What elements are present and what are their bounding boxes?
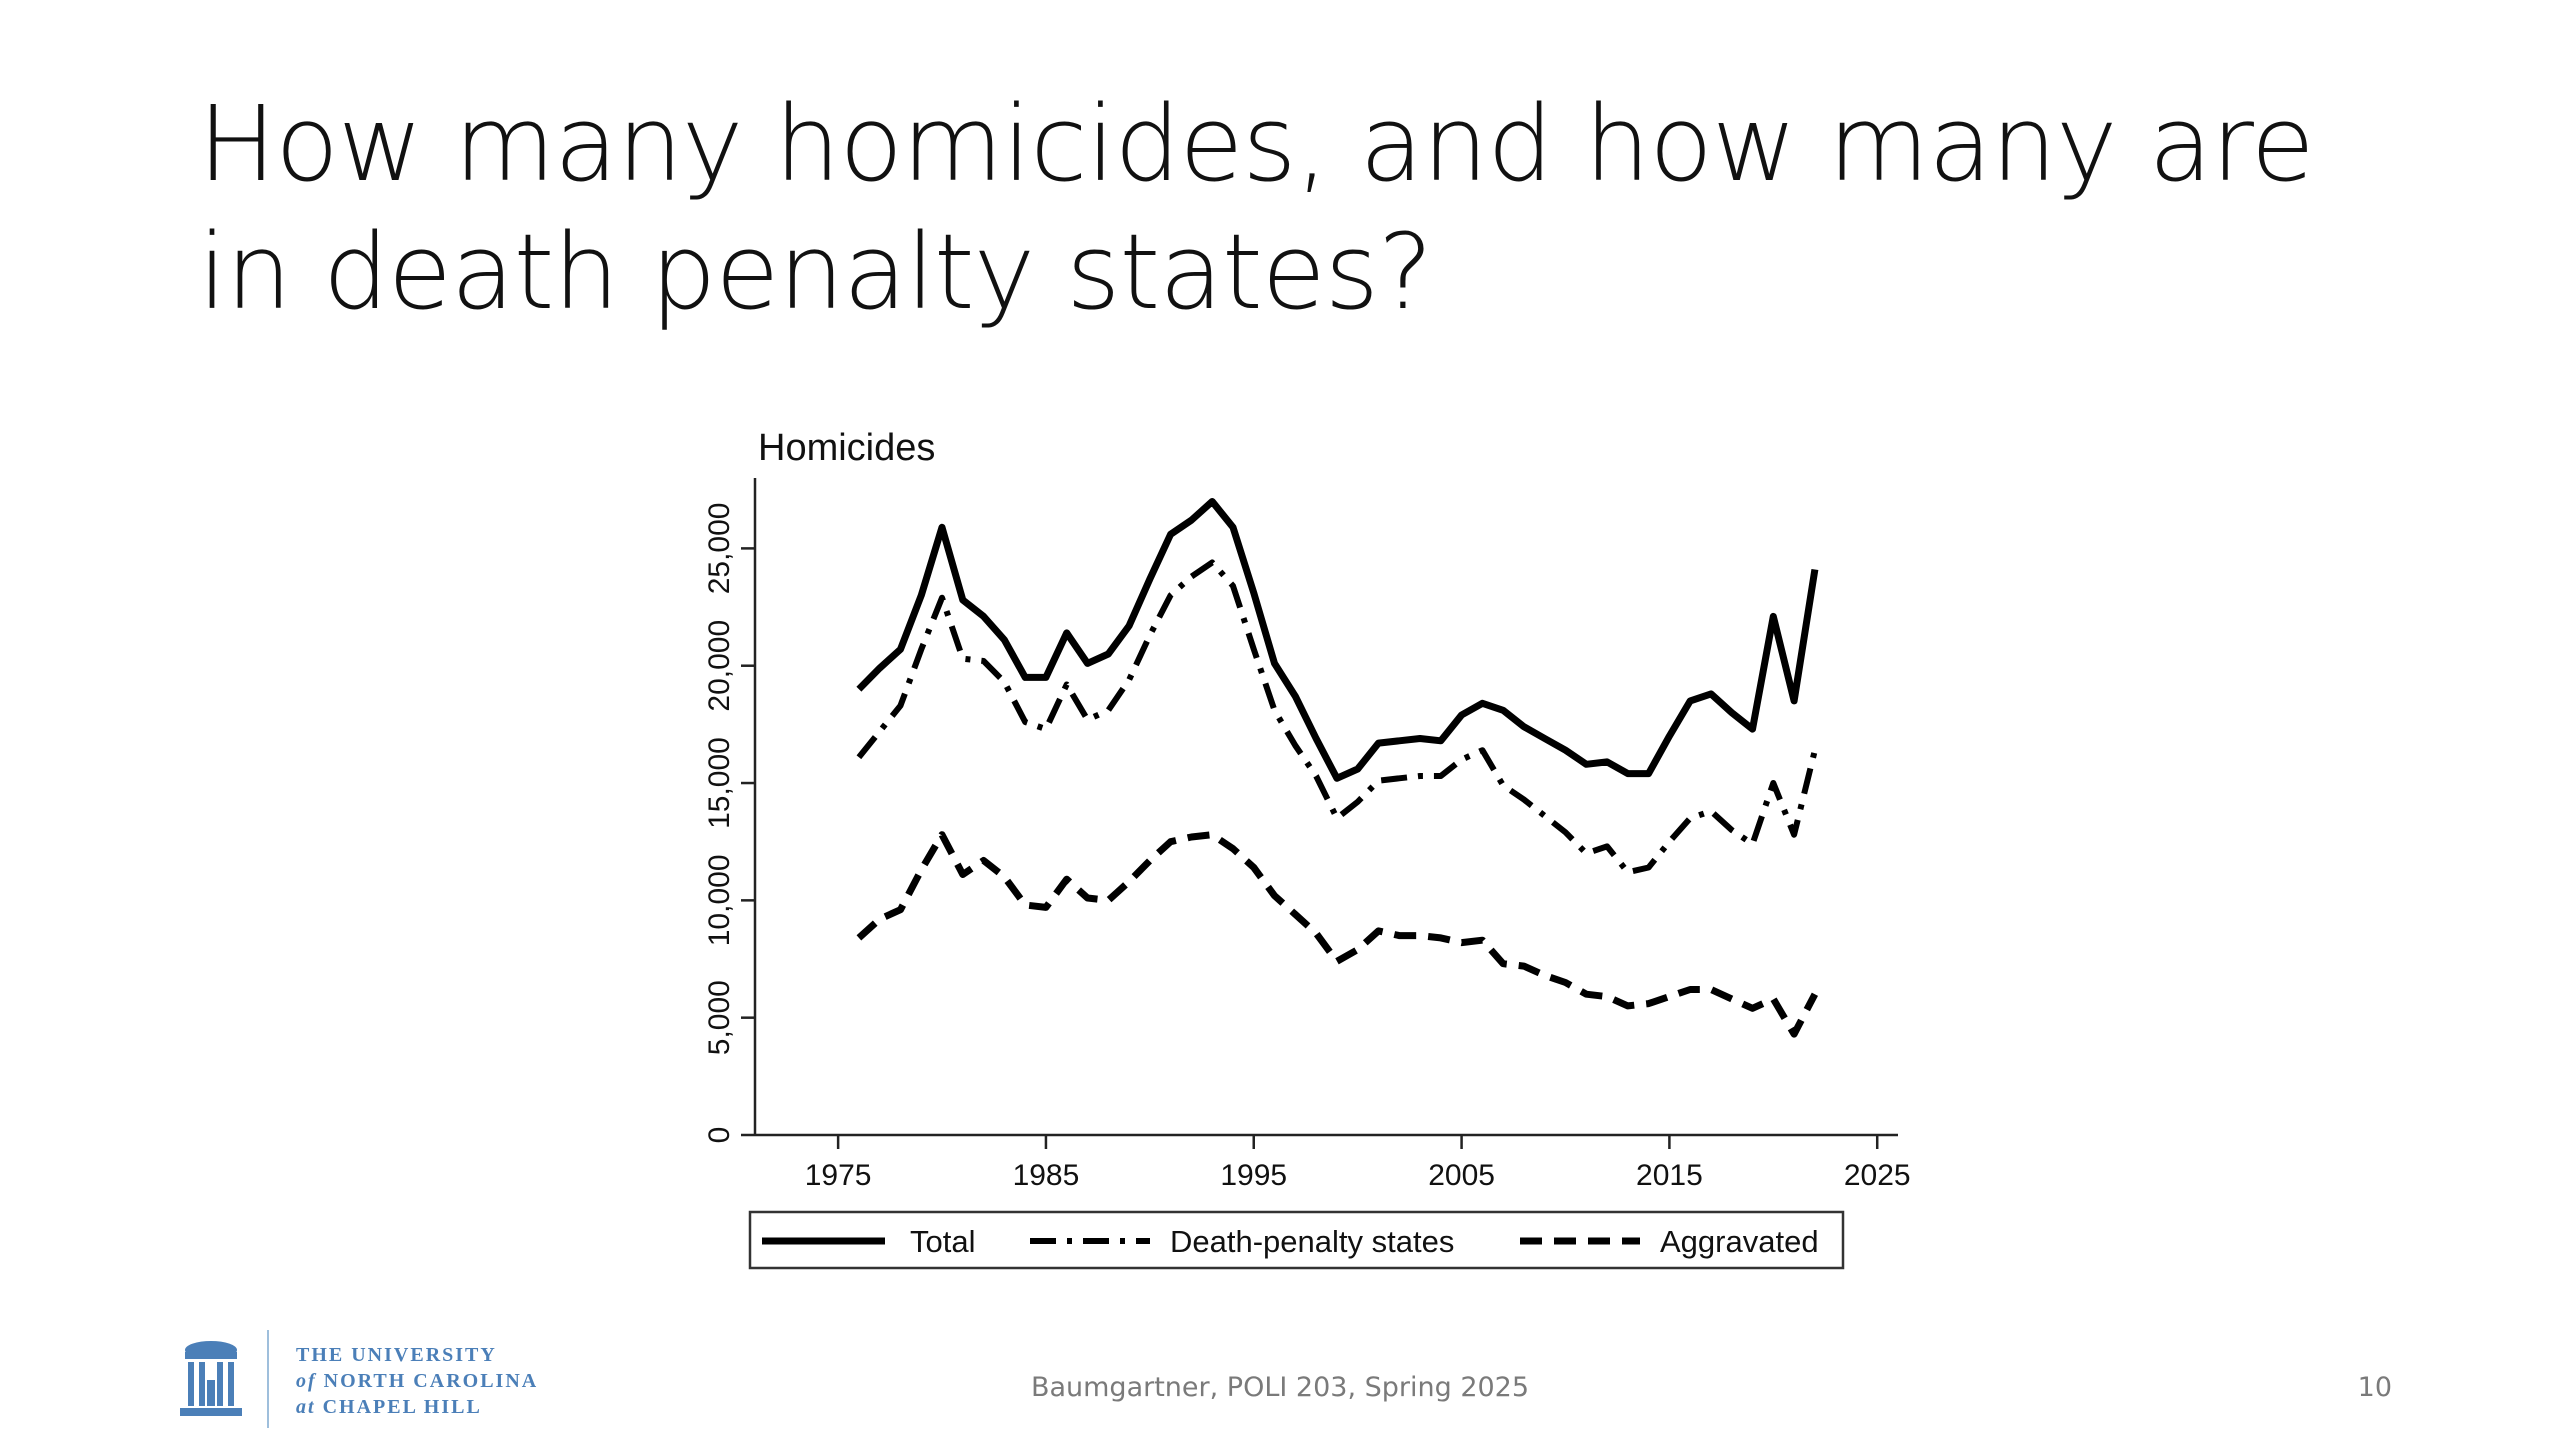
x-tick-label: 1995 [1220,1159,1287,1192]
logo-line-2-text: NORTH CAROLINA [323,1370,539,1392]
y-tick-label: 5,000 [703,980,736,1055]
series-line-aggravated [856,831,1819,1038]
legend-label: Death-penalty states [1170,1224,1454,1259]
y-tick-label: 25,000 [703,503,736,595]
chart-axes: 0 5,000 10,000 15,000 20,000 25,000 1975 1985 19… [703,478,1911,1192]
series-line-death-penalty-states [856,559,1818,876]
y-tick-label: 20,000 [703,620,736,712]
x-tick-label: 1985 [1013,1159,1080,1192]
page-number: 10 [2357,1372,2392,1403]
homicides-chart: Homicides 0 5,000 10,000 15,000 20,000 25,000… [703,427,1911,1270]
x-tick-label: 1975 [805,1159,872,1192]
logo-line-2-prefix: of [296,1370,317,1392]
slide-footer: Baumgartner, POLI 203, Spring 2025 [1030,1372,1530,1403]
chart-series [856,498,1819,1038]
old-well-icon [180,1341,242,1416]
logo-line-3-text: CHAPEL HILL [322,1396,482,1418]
y-tick-label: 0 [703,1127,736,1144]
chart-title: Homicides [758,427,935,469]
series-line-total [856,498,1819,782]
x-tick-label: 2015 [1636,1159,1703,1192]
unc-logo: THE UNIVERSITY of NORTH CAROLINA at CHAP… [170,1322,550,1432]
legend-label: Aggravated [1660,1224,1819,1259]
slide-title: How many homicides, and how many are in … [198,83,2315,333]
chart-legend: Total Death-penalty states Aggravated [748,1210,1845,1270]
logo-line-2: of NORTH CAROLINA [296,1370,538,1393]
legend-box [748,1210,1845,1270]
x-tick-label: 2025 [1844,1159,1911,1192]
logo-line-1: THE UNIVERSITY [296,1344,497,1366]
y-tick-label: 10,000 [703,854,736,946]
logo-line-3-prefix: at [296,1396,316,1418]
legend-label: Total [910,1224,975,1259]
x-tick-label: 2005 [1428,1159,1495,1192]
logo-line-3: at CHAPEL HILL [296,1396,482,1419]
y-tick-label: 15,000 [703,737,736,829]
logo-divider [267,1330,269,1428]
